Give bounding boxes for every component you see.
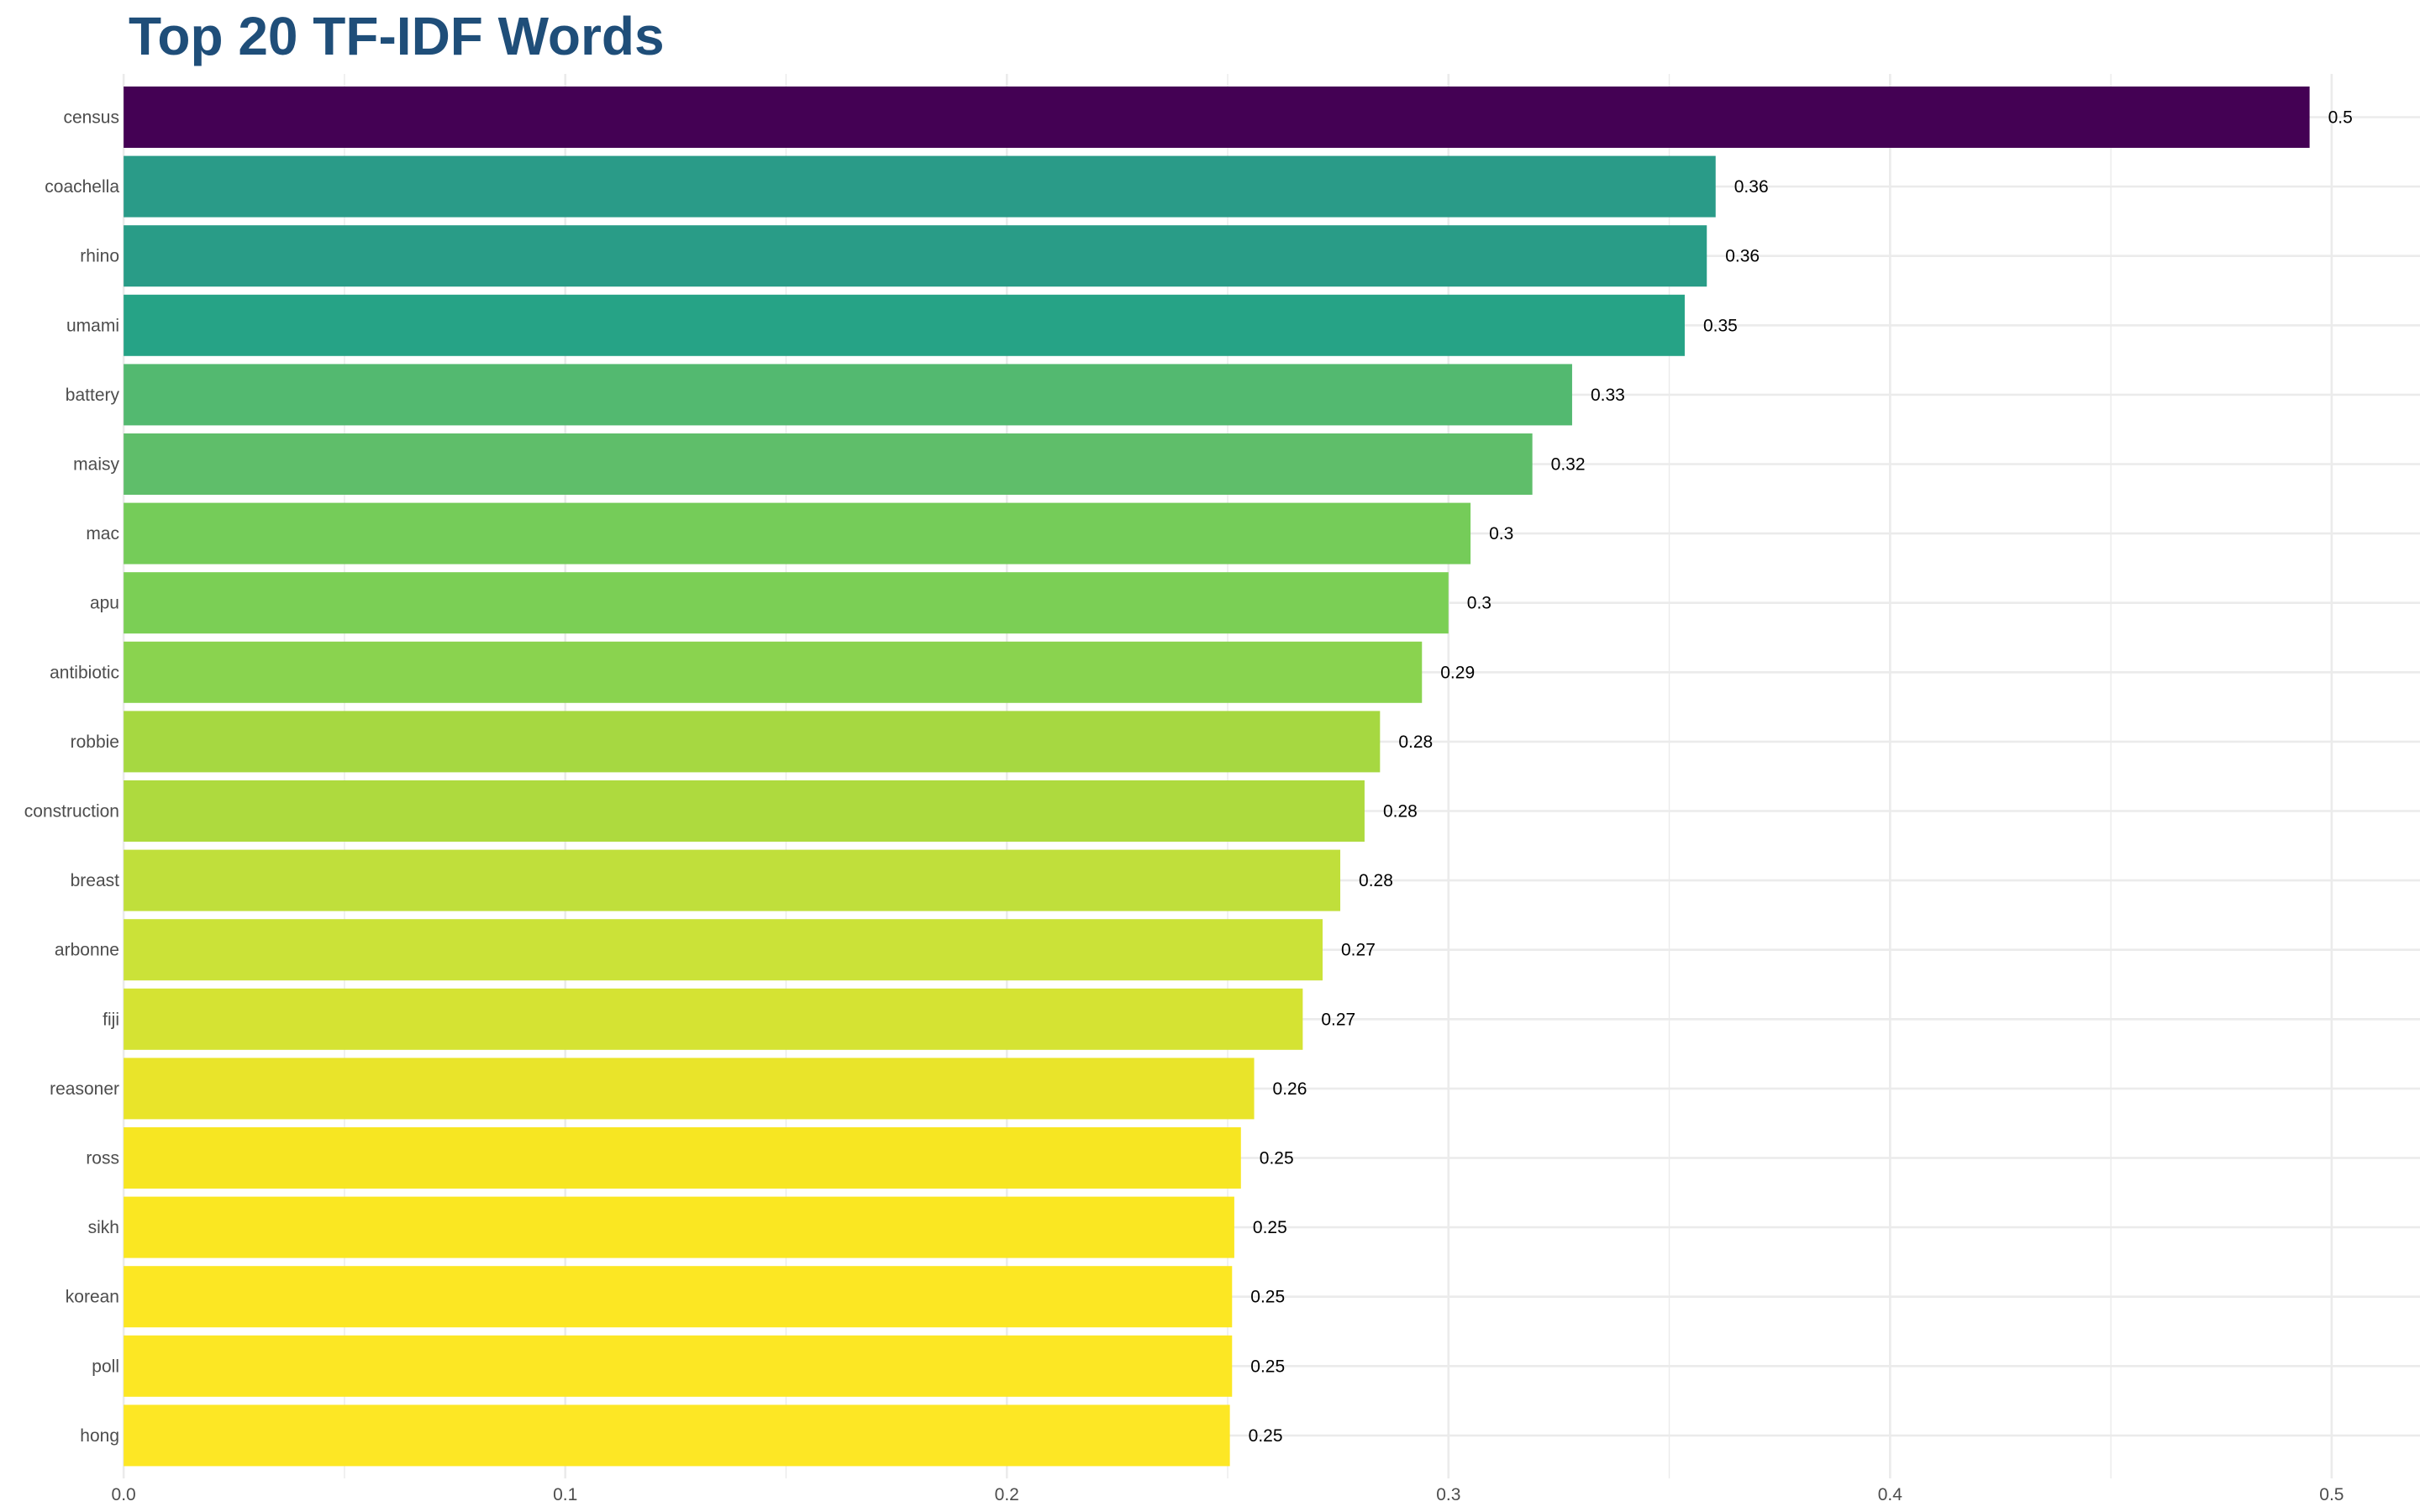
value-label: 0.25 [1250,1288,1285,1307]
value-label: 0.32 [1551,455,1586,475]
category-label: rhino [80,247,119,266]
x-tick-label: 0.0 [112,1485,136,1504]
category-label: umami [66,316,119,335]
category-label: apu [90,594,119,613]
bar-coachella [124,155,1716,218]
bar-maisy [124,433,1533,495]
category-label: poll [92,1357,119,1376]
x-tick-label: 0.5 [2319,1485,2344,1504]
bar-sikh [124,1196,1234,1258]
bar-poll [124,1335,1233,1397]
bar-battery [124,364,1572,426]
category-label: breast [71,871,120,890]
value-label: 0.3 [1489,524,1513,543]
category-label: census [63,108,119,128]
value-label: 0.25 [1253,1218,1287,1237]
bar-hong [124,1404,1230,1467]
x-tick-label: 0.4 [1878,1485,1903,1504]
category-label: coachella [45,177,119,197]
bar-apu [124,572,1449,634]
x-tick-label: 0.2 [995,1485,1019,1504]
value-label: 0.5 [2328,108,2353,128]
category-label: robbie [71,732,119,752]
category-label: battery [66,386,120,405]
value-label: 0.28 [1359,871,1393,890]
bar-construction [124,780,1365,842]
bar-antibiotic [124,641,1423,703]
category-label: construction [24,802,119,822]
bar-arbonne [124,919,1323,981]
category-label: korean [66,1288,119,1307]
x-tick-label: 0.1 [553,1485,577,1504]
value-label: 0.25 [1250,1357,1285,1376]
value-label: 0.36 [1725,247,1760,266]
category-label: maisy [73,455,119,475]
value-label: 0.35 [1703,316,1738,335]
label-layer: census 0.5 coachella 0.36 rhino 0.36 umami 0.35… [24,108,2353,1446]
value-label: 0.33 [1591,386,1625,405]
bar-umami [124,294,1685,356]
value-label: 0.25 [1260,1149,1294,1168]
bar-korean [124,1266,1233,1328]
bar-reasoner [124,1058,1255,1120]
category-label: antibiotic [50,663,119,682]
value-label: 0.29 [1440,663,1475,682]
bar-ross [124,1127,1241,1189]
category-label: hong [80,1426,119,1446]
bar-census [124,87,2310,148]
bar-fiji [124,988,1303,1050]
value-label: 0.27 [1321,1010,1355,1029]
x-tick-label: 0.3 [1436,1485,1460,1504]
tick-layer: 0.0 0.1 0.2 0.3 0.4 0.5 [112,1485,2344,1504]
value-label: 0.26 [1273,1079,1307,1099]
category-label: ross [86,1149,119,1168]
category-label: reasoner [50,1079,119,1099]
chart-title: Top 20 TF-IDF Words [129,6,665,66]
bar-mac [124,502,1471,564]
category-label: arbonne [55,941,119,960]
bar-rhino [124,225,1707,287]
category-label: fiji [103,1010,119,1029]
bar-breast [124,849,1341,911]
value-label: 0.28 [1383,802,1418,822]
category-label: mac [86,524,119,543]
value-label: 0.36 [1734,177,1769,197]
value-label: 0.27 [1341,941,1376,960]
value-label: 0.25 [1249,1426,1283,1446]
value-label: 0.3 [1467,594,1491,613]
value-label: 0.28 [1398,732,1433,752]
category-label: sikh [88,1218,119,1237]
bar-robbie [124,711,1381,773]
bar-layer [124,87,2310,1467]
